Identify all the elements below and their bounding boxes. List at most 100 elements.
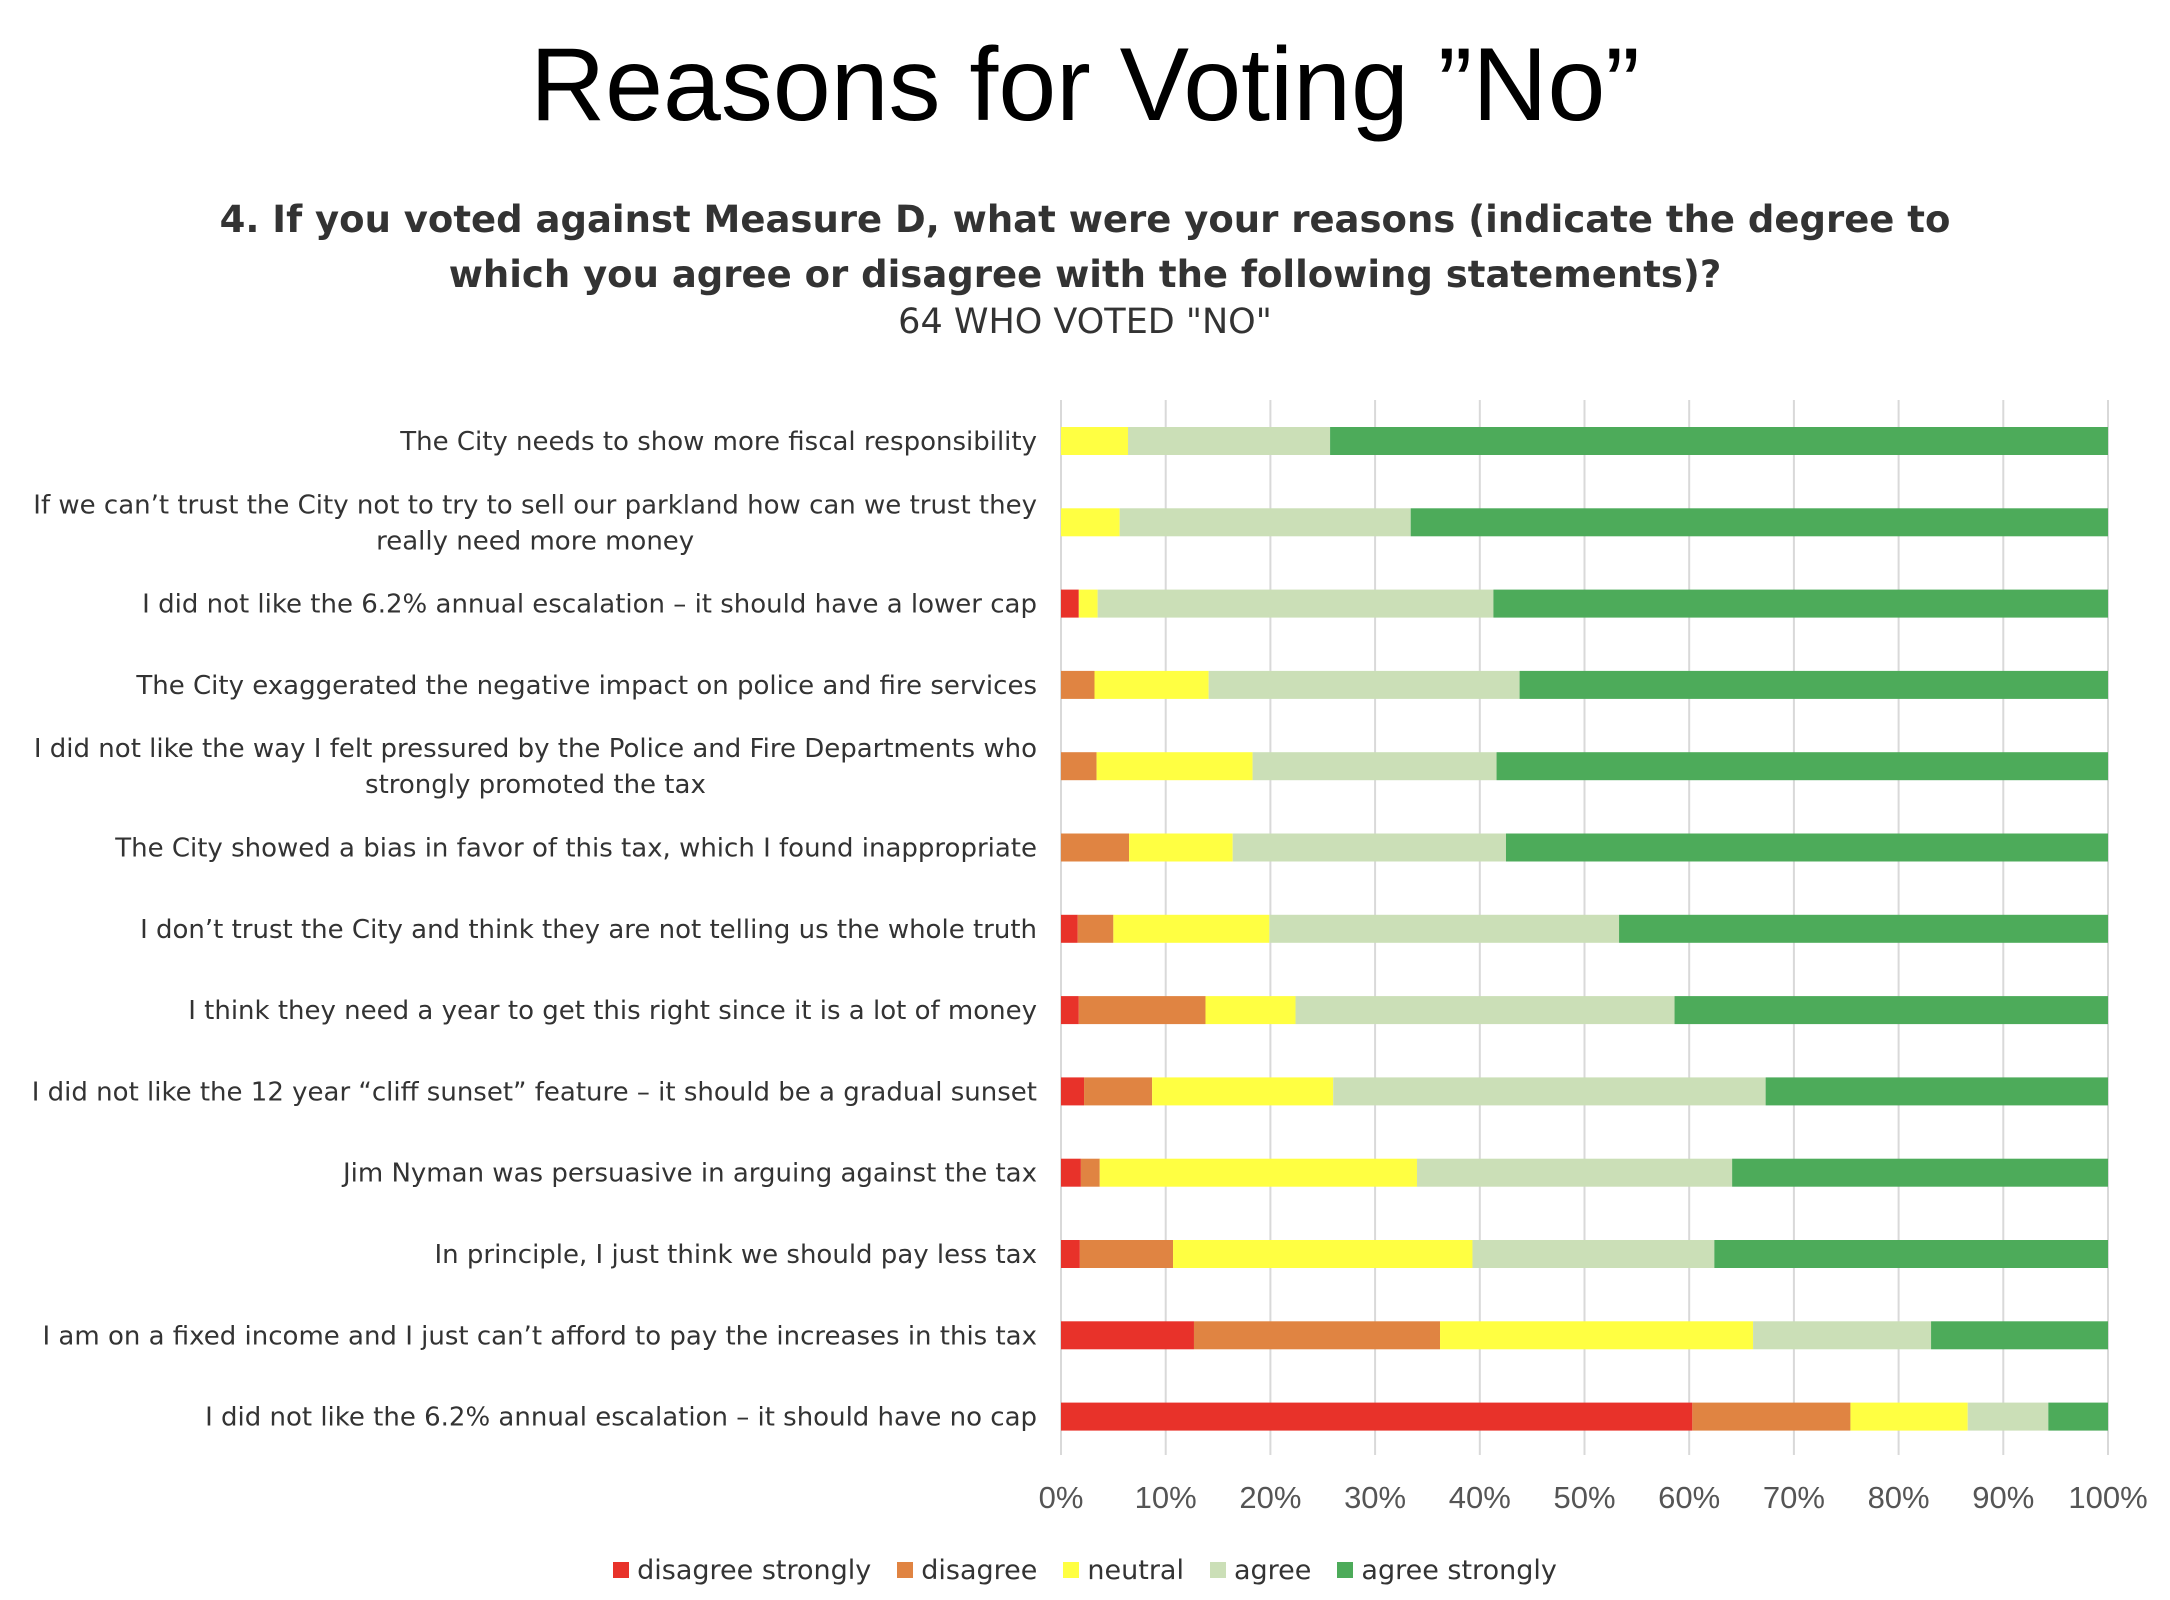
bar-segment-agree-strongly <box>1505 833 2108 862</box>
bar-segment-neutral <box>1078 589 1098 618</box>
bar-segment-neutral <box>1061 427 1129 455</box>
bar-segment-disagree <box>1079 1240 1174 1268</box>
category-label: The City showed a bias in favor of this … <box>114 834 1037 864</box>
bar-segment-neutral <box>1113 914 1270 943</box>
bar-segment-neutral <box>1096 752 1253 781</box>
x-tick-label: 10% <box>1135 1480 1197 1515</box>
bar-segment-disagree <box>1084 1077 1153 1106</box>
bar-segment-agree-strongly <box>1519 670 2108 699</box>
bar-segment-agree <box>1416 1158 1733 1187</box>
page-title: Reasons for Voting ”No” <box>530 27 1640 143</box>
category-label: I am on a fixed income and I just can’t … <box>43 1321 1038 1351</box>
x-tick-label: 70% <box>1763 1480 1825 1515</box>
bar-segment-neutral <box>1094 670 1209 699</box>
bar-segment-agree <box>1097 589 1494 618</box>
bar-segment-agree-strongly <box>1330 427 2108 455</box>
bar-segment-disagree-strongly <box>1061 1321 1194 1350</box>
legend-label: disagree <box>921 1554 1038 1586</box>
category-label: I did not like the 6.2% annual escalatio… <box>205 1403 1037 1433</box>
bar-segment-agree <box>1472 1240 1715 1268</box>
bar-segment-neutral <box>1440 1321 1754 1350</box>
x-tick-label: 60% <box>1658 1480 1720 1515</box>
legend-label: neutral <box>1087 1554 1184 1586</box>
bar-segment-disagree <box>1193 1321 1441 1350</box>
bar-segment-agree-strongly <box>1674 996 2108 1025</box>
stacked-bar-chart: 0% 10% 20% 30% 40% 50% 60% 70% 80% 90% 100% The Cit… <box>32 400 2148 1515</box>
legend-item: disagree strongly <box>613 1550 871 1590</box>
x-tick-label: 100% <box>2068 1480 2147 1515</box>
category-label: If we can’t trust the City not to try to… <box>33 490 1037 556</box>
bar-segment-neutral <box>1129 833 1233 862</box>
bar-segment-agree-strongly <box>1765 1077 2108 1106</box>
legend-item: agree <box>1209 1550 1312 1590</box>
bar-segment-neutral <box>1099 1158 1417 1187</box>
bar-segment-disagree-strongly <box>1061 1402 1693 1431</box>
x-tick-label: 0% <box>1039 1480 1084 1515</box>
x-tick-label: 20% <box>1239 1480 1301 1515</box>
category-label: In principle, I just think we should pay… <box>434 1240 1037 1270</box>
bar-segment-agree-strongly <box>1493 589 2108 618</box>
x-tick-label: 30% <box>1344 1480 1406 1515</box>
legend-item: agree strongly <box>1337 1550 1557 1590</box>
bar-segment-disagree-strongly <box>1061 1240 1080 1268</box>
bar-segment-agree-strongly <box>1619 914 2108 943</box>
bar-segment-agree-strongly <box>1732 1158 2108 1187</box>
bar-segment-agree <box>1269 914 1620 943</box>
bar-segment-agree <box>1232 833 1506 862</box>
bar-segment-agree <box>1333 1077 1766 1106</box>
legend-swatch <box>1063 1562 1080 1578</box>
bar-segment-disagree-strongly <box>1061 914 1078 943</box>
legend-item: disagree <box>897 1550 1037 1590</box>
category-label: The City exaggerated the negative impact… <box>135 671 1037 701</box>
bar-segment-neutral <box>1850 1402 1968 1431</box>
bar-segment-neutral <box>1205 996 1296 1025</box>
bar-segment-agree <box>1753 1321 1932 1350</box>
bar-segment-agree-strongly <box>1931 1321 2108 1350</box>
category-label: Jim Nyman was persuasive in arguing agai… <box>341 1159 1037 1189</box>
bar-segment-disagree-strongly <box>1061 996 1079 1025</box>
bar-segment-disagree-strongly <box>1061 1158 1081 1187</box>
respondent-count: 64 WHO VOTED "NO" <box>898 302 1272 342</box>
bar-segment-agree <box>1967 1402 2049 1431</box>
bar-segment-agree-strongly <box>2048 1402 2108 1431</box>
category-label: I don’t trust the City and think they ar… <box>140 915 1037 945</box>
category-label: I did not like the 12 year “cliff sunset… <box>32 1077 1037 1107</box>
x-tick-label: 50% <box>1553 1480 1615 1515</box>
legend-swatch <box>1337 1562 1354 1578</box>
bar-segment-disagree <box>1078 996 1206 1025</box>
x-tick-label: 90% <box>1972 1480 2034 1515</box>
legend-label: disagree strongly <box>637 1554 872 1586</box>
legend-swatch <box>613 1562 630 1578</box>
chart-legend: disagree strongly disagree neutral agree agr… <box>0 1550 2170 1590</box>
bar-segment-agree-strongly <box>1496 752 2108 781</box>
bar-segment-agree <box>1295 996 1675 1025</box>
bar-segment-disagree <box>1080 1158 1100 1187</box>
legend-swatch <box>1209 1562 1226 1578</box>
bar-segment-disagree <box>1077 914 1114 943</box>
legend-item: neutral <box>1063 1550 1184 1590</box>
survey-question: 4. If you voted against Measure D, what … <box>219 198 1951 296</box>
category-label: I think they need a year to get this rig… <box>188 996 1037 1026</box>
category-label: I did not like the 6.2% annual escalatio… <box>142 590 1037 620</box>
bar-segment-agree-strongly <box>1714 1240 2108 1268</box>
bar-segment-agree <box>1128 427 1331 455</box>
category-label: I did not like the way I felt pressured … <box>34 734 1037 800</box>
legend-label: agree <box>1233 1554 1312 1586</box>
bar-segment-disagree <box>1061 752 1097 781</box>
bar-segment-disagree <box>1692 1402 1851 1431</box>
bar-segment-disagree-strongly <box>1061 1077 1085 1106</box>
bar-segment-agree <box>1252 752 1497 781</box>
bar-segment-disagree <box>1061 670 1095 699</box>
x-tick-label: 80% <box>1868 1480 1930 1515</box>
bar-segment-neutral <box>1061 508 1120 537</box>
bar-segment-agree <box>1119 508 1411 537</box>
bar-segment-agree-strongly <box>1410 508 2108 537</box>
category-label: The City needs to show more fiscal respo… <box>399 427 1037 457</box>
bar-segment-neutral <box>1152 1077 1334 1106</box>
legend-swatch <box>897 1562 914 1578</box>
bar-segment-agree <box>1208 670 1520 699</box>
legend-label: agree strongly <box>1361 1554 1557 1586</box>
x-tick-label: 40% <box>1449 1480 1511 1515</box>
bar-segment-disagree-strongly <box>1061 589 1079 618</box>
bar-segment-neutral <box>1173 1240 1473 1268</box>
